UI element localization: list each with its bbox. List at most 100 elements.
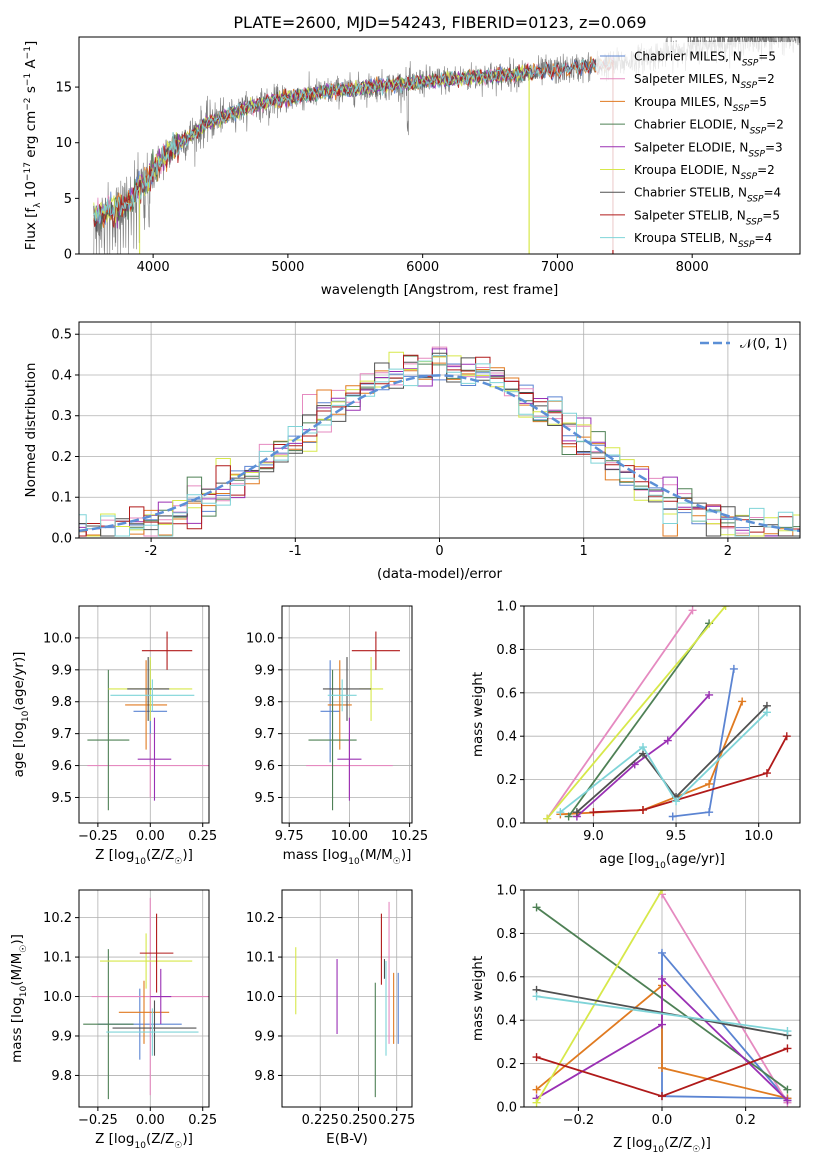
weight-point-marker	[729, 664, 738, 673]
axes-frame-residuals: -2 -1 0 1 2 0.0 0.1 0.2 0.3 0.4 0.5 (data-model)/er…	[23, 321, 801, 582]
y-tick-label: 9.5	[51, 791, 72, 806]
y-tick-label: 10.2	[246, 911, 275, 926]
axes-frame	[78, 889, 210, 1108]
label-part: age [	[11, 743, 27, 778]
axes-z-age	[79, 606, 209, 823]
x-tick-label: 9.75	[275, 829, 304, 844]
label-part: log	[328, 847, 349, 863]
y-tick-label: 0.5	[51, 328, 72, 343]
label-part: Kroupa ELODIE, N	[634, 163, 741, 177]
weight-point-marker	[532, 1053, 541, 1062]
label-part: ☉	[692, 1145, 700, 1155]
weight-point-marker	[705, 690, 714, 699]
y-tick-label: 0.2	[496, 1057, 517, 1072]
weight-point-marker	[543, 814, 552, 823]
x-tick-label: 4000	[137, 260, 170, 275]
y-tick-label: 0.6	[496, 970, 517, 985]
label-part: Z [	[613, 1135, 632, 1151]
label-part: Chabrier STELIB, N	[634, 186, 747, 200]
label-part: A	[23, 59, 39, 73]
y-tick-label: 10.0	[43, 990, 72, 1005]
x-axis-label: E(B-V)	[326, 1131, 368, 1147]
label-part: mass [	[9, 1018, 25, 1063]
label-part: =5	[758, 50, 776, 64]
weight-point-marker	[738, 697, 747, 706]
weight-point-marker	[658, 1092, 666, 1101]
label-part: (M/M	[9, 953, 25, 986]
label-part: SSP	[746, 217, 763, 227]
y-tick-label: 9.8	[51, 1069, 72, 1084]
y-tick-label: 0.2	[496, 773, 517, 788]
axes-frame-z-age: −0.25 0.00 0.259.59.69.79.89.910.0Z [log10…	[11, 605, 217, 867]
y-tick-label: 0.6	[496, 686, 517, 701]
label-part: (Z/Z	[664, 1135, 692, 1151]
x-tick-label: 2	[724, 544, 732, 559]
weight-point-marker	[556, 808, 565, 817]
axes-z-mass	[79, 890, 209, 1107]
axes-frame-mass-age: 9.75 10.00 10.25 9.5 9.6 9.7 9.8 9.9 10.0 mass [l…	[246, 605, 428, 867]
x-tick-label: 10.25	[391, 829, 428, 844]
label-part: −2	[23, 97, 33, 110]
weight-line-chabrier-miles	[661, 950, 789, 1102]
x-axis-label: mass [log10(M/M☉)]	[283, 847, 412, 867]
weight-point-marker	[532, 1085, 541, 1094]
y-tick-label: 0.0	[496, 1101, 517, 1116]
axes-frame	[523, 605, 801, 824]
label-part: age [	[599, 851, 634, 867]
y-tick-label: 9.7	[254, 727, 275, 742]
weight-point-marker	[762, 769, 771, 778]
x-tick-label: −0.25	[78, 829, 118, 844]
y-axis-label: Flux [fλ 10−17 erg cm−2 s−1 A−1]	[23, 41, 43, 251]
label-part: Kroupa MILES, N	[634, 95, 733, 109]
x-tick-label: 1	[580, 544, 588, 559]
weight-point-marker	[688, 606, 697, 615]
weight-point-marker	[672, 797, 681, 806]
label-part: ☉	[19, 945, 29, 953]
weight-line-kroupa-elodie	[535, 890, 663, 1104]
weight-line-salpeter-miles	[546, 609, 694, 820]
y-tick-label: 9.7	[51, 727, 72, 742]
y-tick-label: 15	[55, 81, 72, 96]
legend-label: Salpeter ELODIE, NSSP=3	[634, 140, 783, 159]
axes-residuals	[79, 322, 800, 539]
label-part: log	[632, 1135, 653, 1151]
label-part: 10	[135, 1141, 147, 1151]
weight-point-marker	[705, 779, 714, 788]
weight-point-marker	[783, 1044, 792, 1053]
label-part: (Z/Z	[146, 1131, 174, 1147]
label-part: =4	[764, 186, 782, 200]
weight-line-kroupa-stelib	[536, 995, 788, 1032]
label-part: wavelength [Angstrom, rest frame]	[321, 282, 559, 298]
x-tick-label: 7000	[541, 260, 574, 275]
x-tick-label: 8000	[676, 260, 709, 275]
legend-frame	[596, 42, 794, 250]
label-part: ]	[23, 41, 39, 46]
y-tick-label: 0	[64, 248, 72, 263]
label-part: log	[634, 851, 655, 867]
label-part: Salpeter ELODIE, N	[634, 140, 748, 154]
legend: 𝒩(0, 1)	[700, 337, 787, 352]
y-axis-label: mass [log10(M/M☉)]	[9, 934, 29, 1063]
x-tick-label: 10.0	[744, 829, 773, 844]
label-part: log	[11, 722, 27, 743]
weight-point-marker	[705, 808, 714, 817]
label-part: )]	[182, 847, 193, 863]
label-part: =2	[766, 118, 784, 132]
label-part: SSP	[733, 104, 750, 114]
y-tick-label: 0.4	[51, 368, 72, 383]
label-part: −1	[23, 73, 33, 86]
x-tick-label: 0.225	[302, 1113, 339, 1128]
weight-point-marker	[783, 1096, 792, 1105]
x-tick-label: 0.25	[188, 829, 217, 844]
label-part: 10	[19, 986, 29, 998]
y-tick-label: 9.6	[254, 759, 275, 774]
plot-area-z-age	[87, 631, 209, 811]
y-tick-label: 9.6	[51, 759, 72, 774]
axes-frame-z-weight: −0.2 0.0 0.2 0.0 0.2 0.4 0.6 0.8 1.0 Z [log10(Z/Z…	[470, 884, 801, 1155]
x-tick-label: -1	[289, 544, 302, 559]
weight-point-marker	[658, 948, 666, 957]
label-part: 10	[135, 857, 147, 867]
label-part: log	[114, 847, 135, 863]
y-tick-label: 9.9	[51, 1029, 72, 1044]
x-axis-label: Z [log10(Z/Z☉)]	[95, 847, 193, 867]
